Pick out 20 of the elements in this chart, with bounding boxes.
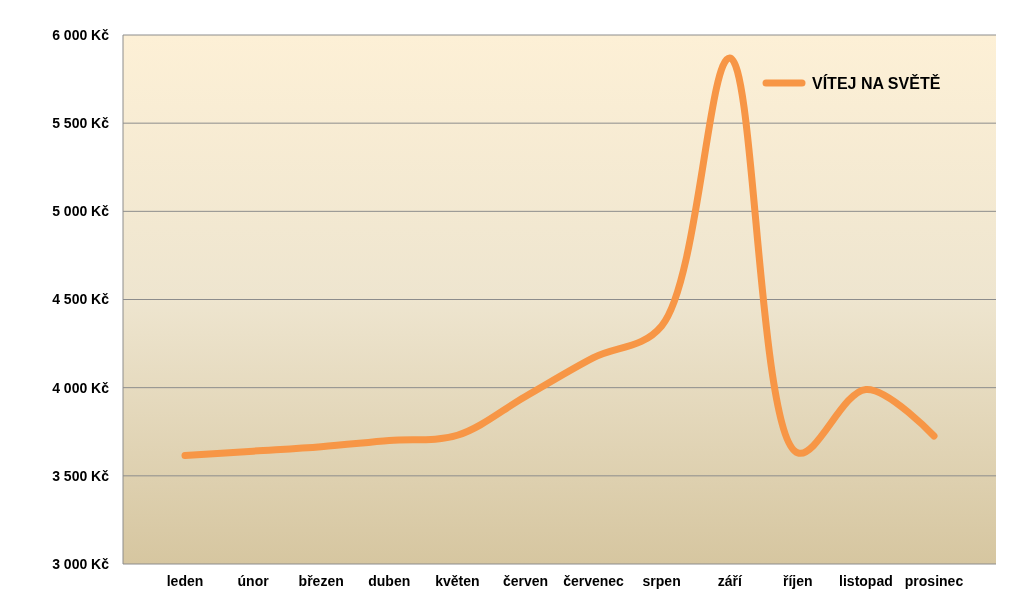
y-tick-label: 3 000 Kč	[52, 555, 110, 572]
x-tick-label: duben	[368, 573, 411, 589]
x-tick-label: říjen	[783, 573, 813, 589]
y-tick-label: 6 000 Kč	[52, 26, 110, 43]
y-tick-label: 4 500 Kč	[52, 291, 110, 308]
legend-label: VÍTEJ NA SVĚTĚ	[812, 73, 941, 92]
x-tick-label: leden	[166, 573, 204, 589]
x-tick-label: září	[717, 573, 743, 589]
x-tick-label: březen	[298, 573, 344, 589]
x-tick-label: červen	[502, 573, 549, 589]
y-tick-label: 3 500 Kč	[52, 467, 110, 484]
x-tick-label: červenec	[563, 573, 625, 589]
y-tick-label: 5 000 Kč	[52, 203, 110, 220]
x-tick-label: prosinec	[904, 573, 964, 589]
x-tick-label: květen	[435, 573, 480, 589]
x-tick-label: srpen	[642, 573, 681, 589]
y-tick-label: 5 500 Kč	[52, 115, 110, 132]
x-tick-label: listopad	[839, 573, 893, 589]
x-tick-label: únor	[237, 573, 270, 589]
y-tick-label: 4 000 Kč	[52, 379, 110, 396]
